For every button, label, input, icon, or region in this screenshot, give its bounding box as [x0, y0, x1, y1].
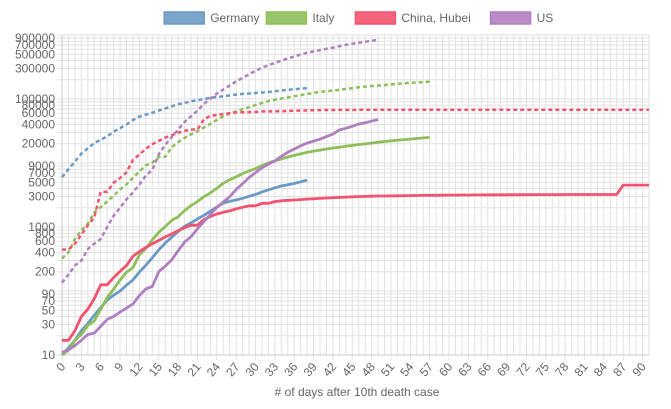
- x-tick-label: 24: [204, 360, 224, 379]
- x-tick-label: 48: [359, 360, 379, 379]
- x-axis-title: # of days after 10th death case: [275, 385, 440, 399]
- series-italy-cases-line: [61, 80, 430, 260]
- series-lines: [60, 38, 649, 357]
- y-tick-label: 9000: [28, 159, 55, 173]
- x-tick-label: 18: [165, 360, 185, 379]
- x-tick-label: 15: [146, 360, 166, 379]
- y-tick-label: 200: [35, 265, 55, 279]
- legend: Germany Italy China, Hubei US: [163, 11, 554, 25]
- y-tick-label: 90: [42, 287, 56, 301]
- x-tick-label: 87: [610, 360, 630, 379]
- x-tick-label: 6: [92, 360, 107, 374]
- x-tick-label: 75: [533, 360, 553, 379]
- y-tick-label: 3000: [28, 189, 55, 203]
- x-tick-label: 81: [571, 360, 591, 379]
- legend-item-china-hubei[interactable]: China, Hubei: [354, 11, 471, 25]
- y-tick-label: 500000: [15, 47, 55, 61]
- y-tick-label: 20000: [22, 137, 56, 151]
- legend-item-us[interactable]: US: [489, 11, 554, 25]
- x-tick-label: 69: [494, 360, 514, 379]
- y-tick-label: 300000: [15, 61, 55, 75]
- legend-swatch: [489, 11, 532, 25]
- series-us-cases-line: [61, 38, 379, 284]
- y-tick-label: 400: [35, 245, 55, 259]
- x-tick-label: 57: [417, 360, 437, 379]
- legend-item-italy[interactable]: Italy: [265, 11, 334, 25]
- y-tick-label: 700000: [15, 38, 55, 52]
- y-tick-label: 600: [35, 234, 55, 248]
- x-tick-label: 21: [184, 360, 204, 379]
- y-tick-label: 50: [42, 303, 56, 317]
- legend-swatch: [163, 11, 205, 25]
- legend-label: US: [537, 11, 554, 25]
- x-tick-label: 51: [378, 360, 398, 379]
- y-tick-label: 7000: [28, 166, 55, 180]
- x-tick-label: 45: [339, 360, 359, 379]
- legend-label: China, Hubei: [401, 11, 470, 25]
- x-tick-label: 72: [513, 360, 533, 379]
- legend-swatch: [354, 11, 397, 25]
- x-tick-label: 12: [126, 360, 146, 379]
- x-axis-tick-labels: 0 3 6 9 12 15 18 21 24 27 30 33 36 39 42 45 48 51 54 57 60 63…: [53, 360, 649, 379]
- x-tick-label: 84: [591, 360, 611, 379]
- y-tick-label: 60000: [22, 106, 56, 120]
- y-tick-label: 5000: [28, 175, 55, 189]
- x-tick-label: 33: [262, 360, 282, 379]
- x-tick-label: 63: [455, 360, 475, 379]
- series-us-deaths-line: [61, 118, 379, 354]
- x-tick-label: 36: [281, 360, 301, 379]
- x-tick-label: 90: [630, 360, 650, 379]
- x-tick-label: 42: [320, 360, 340, 379]
- y-tick-label: 100000: [15, 92, 55, 106]
- x-tick-label: 78: [552, 360, 572, 379]
- x-tick-label: 39: [301, 360, 321, 379]
- legend-swatch: [265, 11, 308, 25]
- y-tick-label: 30: [42, 317, 56, 331]
- y-tick-label: 900000: [15, 31, 55, 45]
- x-tick-label: 27: [223, 360, 243, 379]
- y-tick-label: 80000: [22, 98, 56, 112]
- y-tick-label: 800: [35, 226, 55, 240]
- x-tick-label: 30: [243, 360, 263, 379]
- y-tick-label: 10: [42, 348, 56, 362]
- y-tick-label: 70: [42, 294, 56, 308]
- x-tick-label: 3: [73, 360, 88, 374]
- y-tick-label: 1000: [28, 220, 55, 234]
- x-tick-label: 60: [436, 360, 456, 379]
- y-tick-label: 40000: [22, 117, 56, 131]
- legend-item-germany[interactable]: Germany: [163, 11, 260, 25]
- legend-label: Germany: [210, 11, 259, 25]
- x-tick-label: 0: [53, 360, 68, 374]
- legend-label: Italy: [312, 11, 334, 25]
- series-china-hubei-deaths-line: [62, 183, 649, 342]
- series-china-hubei-cases-line: [62, 108, 649, 251]
- series-germany-cases-line: [61, 86, 308, 178]
- series-italy-deaths-line: [61, 136, 430, 357]
- x-tick-label: 9: [111, 360, 126, 374]
- x-tick-label: 66: [475, 360, 495, 379]
- x-tick-label: 54: [397, 360, 417, 379]
